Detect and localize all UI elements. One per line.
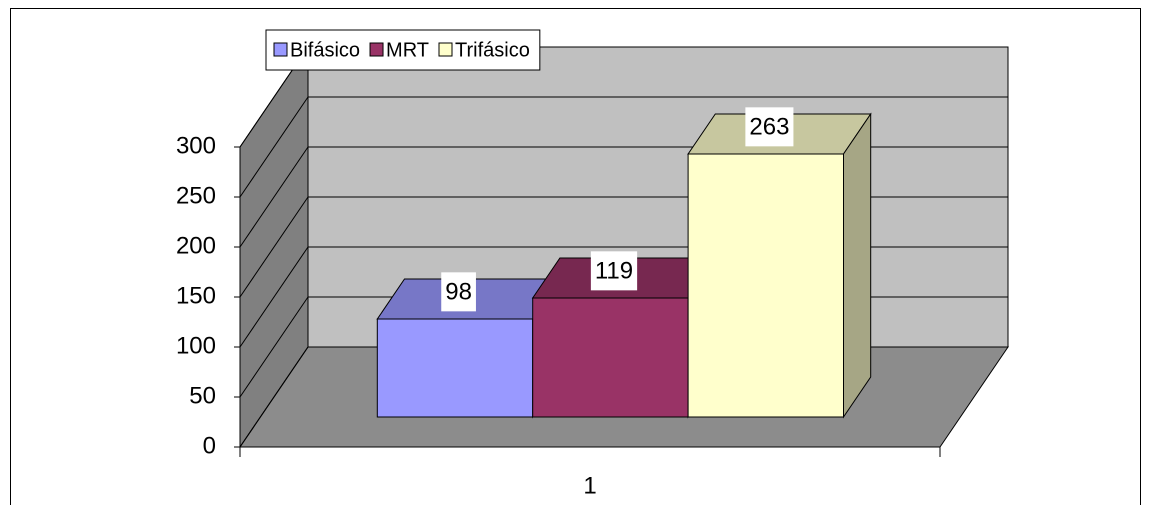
y-tick-label: 50 [189,382,216,409]
legend-box [265,29,541,71]
data-label-box [441,272,476,312]
grid-line [239,346,309,448]
legend-label: Bifásico [290,39,360,61]
legend-label: Trifásico [455,39,530,61]
legend-swatch [369,42,384,57]
y-tick-label: 100 [176,332,216,359]
grid-line [239,196,309,298]
grid-line [239,246,309,348]
legend-label: MRT [386,39,429,61]
grid-line [239,296,309,398]
y-tick-label: 0 [203,432,216,459]
y-tick-label: 200 [176,232,216,259]
bar-side [843,112,872,419]
data-label-box [590,251,638,291]
y-tick-label: 250 [176,182,216,209]
data-label: 98 [445,278,472,305]
legend-swatch [438,42,453,57]
x-tick-label: 1 [583,472,596,499]
grid-line [239,96,309,198]
bar-front [376,318,534,418]
bar [687,112,872,419]
data-label: 263 [749,113,789,140]
legend-swatch [273,42,288,57]
bar-front [687,153,844,418]
y-tick-label: 150 [176,282,216,309]
bar-front [532,297,689,418]
data-label-box [745,107,794,147]
y-tick-label: 300 [176,132,216,159]
grid-line [239,146,309,248]
data-label: 119 [595,257,633,284]
legend: Bifásico MRT Trifásico [265,29,541,71]
